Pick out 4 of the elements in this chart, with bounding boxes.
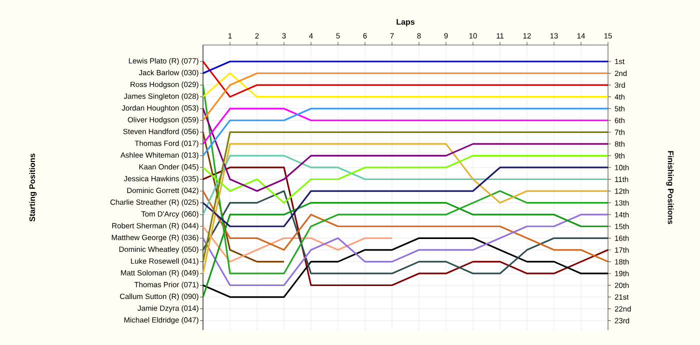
y-axis-title: Finishing Positions (666, 151, 674, 224)
line-series (202, 226, 393, 262)
x-axis-title: Laps (396, 19, 415, 26)
text: Starting Positions (29, 154, 37, 222)
